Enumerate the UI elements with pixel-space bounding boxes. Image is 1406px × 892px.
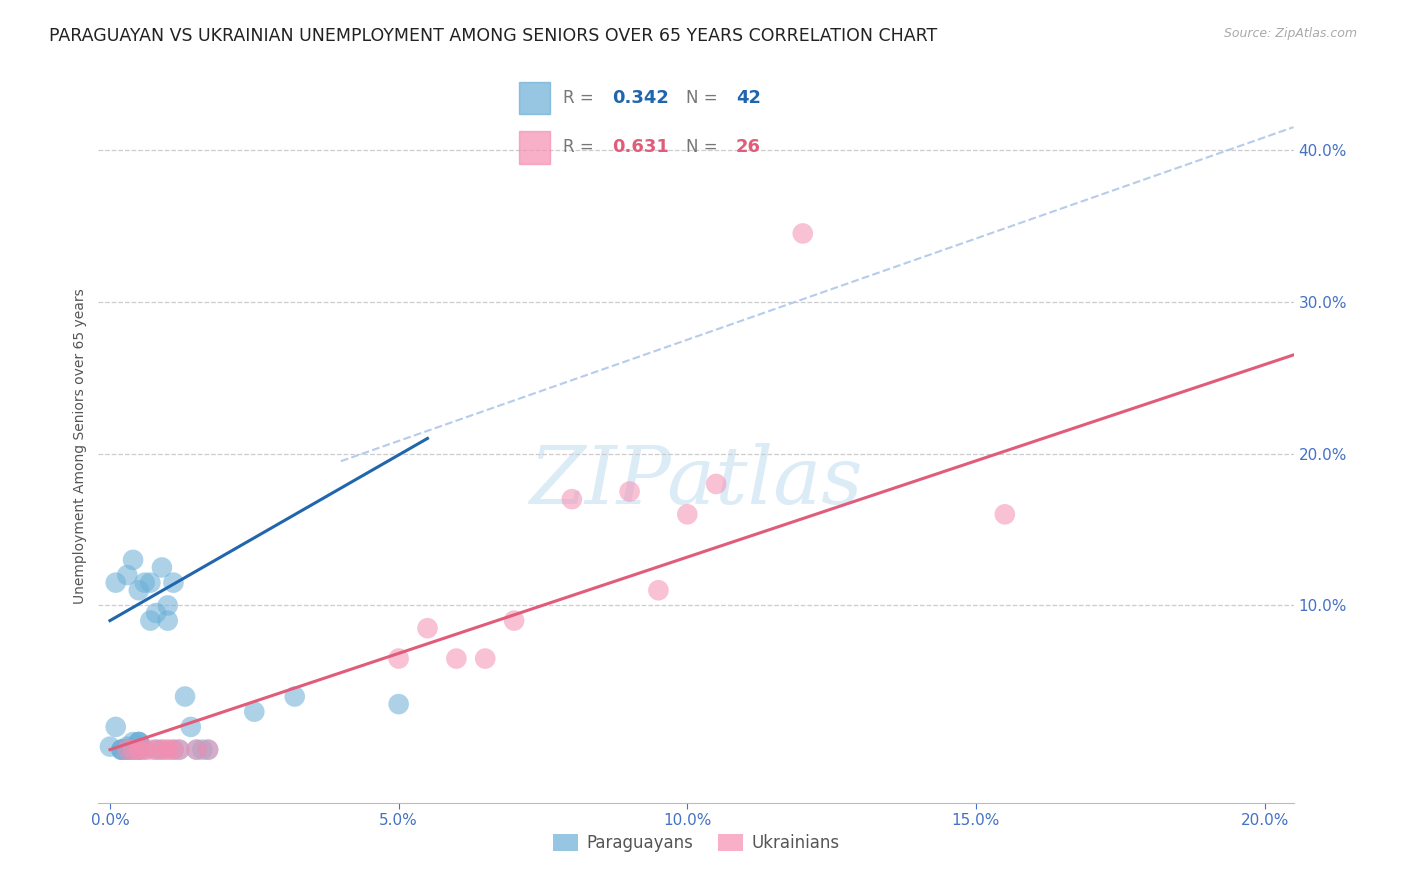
Point (128, 583, 150, 598)
Point (561, 492, 583, 507)
Point (117, 568, 139, 582)
Point (150, 742, 173, 756)
Point (117, 742, 139, 756)
Point (128, 742, 150, 756)
Text: Source: ZipAtlas.com: Source: ZipAtlas.com (1223, 27, 1357, 40)
Point (180, 720, 202, 734)
Point (162, 742, 184, 756)
Point (128, 735, 150, 749)
Point (284, 690, 307, 704)
Point (704, 477, 727, 491)
Point (388, 651, 411, 665)
Point (110, 742, 132, 756)
Point (110, 742, 132, 756)
Point (619, 484, 641, 499)
Point (197, 742, 219, 756)
Point (122, 742, 145, 756)
Text: R =: R = (562, 89, 599, 107)
Bar (519, 81, 550, 114)
Point (474, 651, 496, 665)
Point (388, 697, 411, 711)
Text: N =: N = (686, 89, 723, 107)
Point (122, 742, 145, 756)
Point (139, 742, 162, 756)
Point (174, 690, 197, 704)
Point (122, 735, 145, 749)
Point (117, 742, 139, 756)
Text: ZIPatlas: ZIPatlas (529, 443, 863, 520)
Legend: Paraguayans, Ukrainians: Paraguayans, Ukrainians (546, 827, 846, 859)
Point (134, 742, 156, 756)
Point (128, 742, 150, 756)
Point (128, 742, 150, 756)
Point (416, 621, 439, 635)
Point (117, 742, 139, 756)
Point (150, 742, 173, 756)
Point (676, 508, 699, 522)
Point (792, 227, 814, 241)
Point (104, 575, 127, 590)
Text: 0.342: 0.342 (612, 89, 669, 107)
Point (156, 742, 179, 756)
Point (162, 575, 184, 590)
Point (128, 735, 150, 749)
Point (156, 742, 179, 756)
Point (104, 720, 127, 734)
Point (162, 742, 184, 756)
Point (110, 742, 132, 756)
Point (446, 651, 468, 665)
Point (117, 742, 139, 756)
Text: 42: 42 (735, 89, 761, 107)
Text: 0.631: 0.631 (612, 138, 669, 156)
Bar (519, 131, 550, 163)
Point (243, 705, 266, 719)
Point (98, 739, 121, 754)
Text: R =: R = (562, 138, 599, 156)
Point (145, 742, 167, 756)
Point (994, 508, 1017, 522)
Point (128, 735, 150, 749)
Point (156, 599, 179, 613)
Point (145, 606, 167, 620)
Point (117, 739, 139, 754)
Point (191, 742, 214, 756)
Point (156, 614, 179, 628)
Point (122, 742, 145, 756)
Point (167, 742, 190, 756)
Point (122, 553, 145, 567)
Point (186, 742, 208, 756)
Point (503, 614, 526, 628)
Point (139, 575, 162, 590)
Point (167, 742, 190, 756)
Point (197, 742, 219, 756)
Point (150, 560, 173, 574)
Point (145, 742, 167, 756)
Text: PARAGUAYAN VS UKRAINIAN UNEMPLOYMENT AMONG SENIORS OVER 65 YEARS CORRELATION CHA: PARAGUAYAN VS UKRAINIAN UNEMPLOYMENT AMO… (49, 27, 938, 45)
Point (134, 742, 156, 756)
Text: N =: N = (686, 138, 723, 156)
Text: 26: 26 (735, 138, 761, 156)
Point (128, 742, 150, 756)
Point (134, 575, 156, 590)
Point (647, 583, 669, 598)
Point (139, 614, 162, 628)
Point (186, 742, 208, 756)
Y-axis label: Unemployment Among Seniors over 65 years: Unemployment Among Seniors over 65 years (73, 288, 87, 604)
